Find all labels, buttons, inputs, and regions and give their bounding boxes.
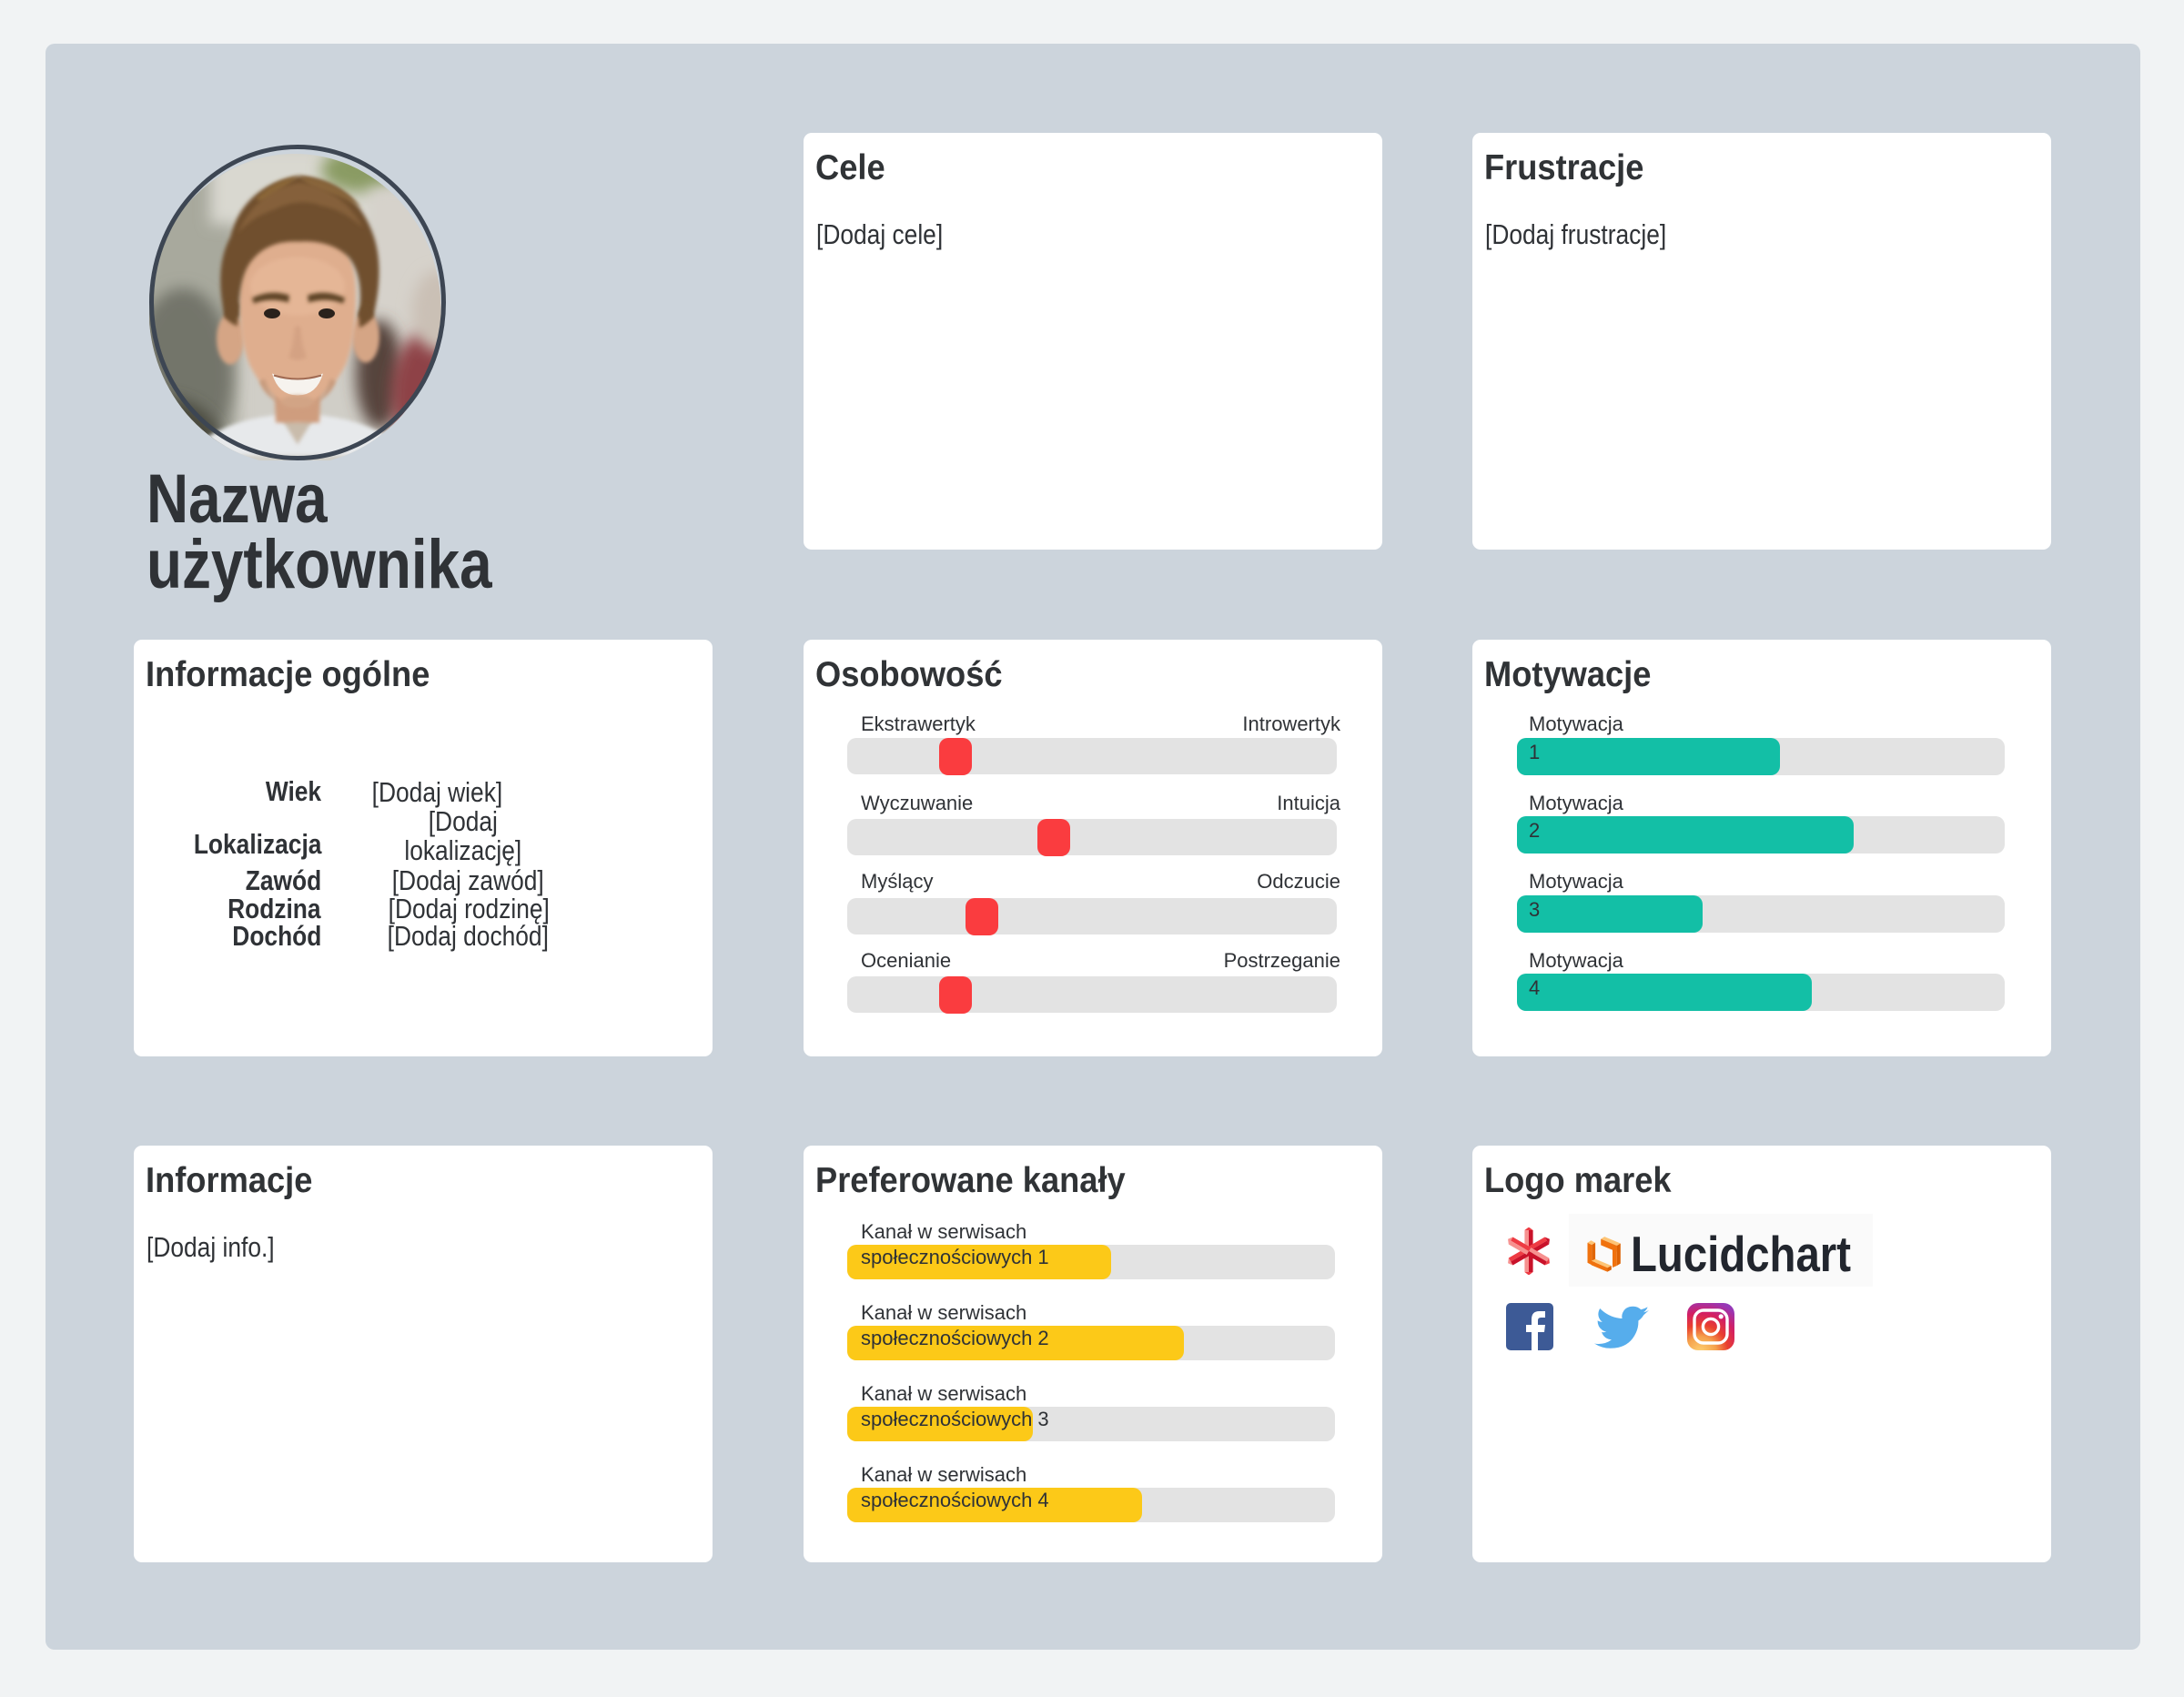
svg-text:Lucidchart: Lucidchart <box>1631 1226 1851 1280</box>
